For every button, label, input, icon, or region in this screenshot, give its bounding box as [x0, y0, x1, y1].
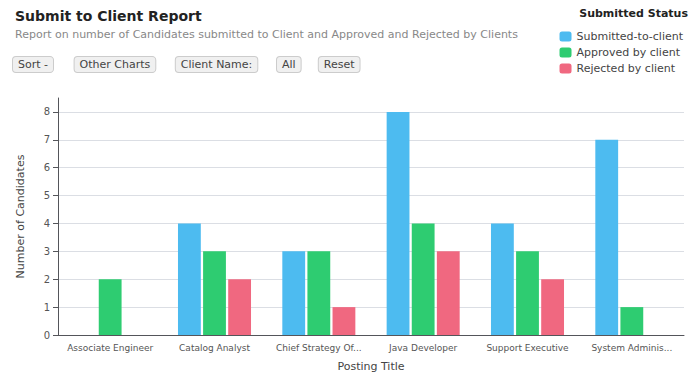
svg-text:1: 1 — [44, 302, 50, 313]
svg-text:Number of Candidates: Number of Candidates — [14, 154, 27, 278]
svg-text:Chief Strategy Of...: Chief Strategy Of... — [276, 343, 362, 353]
svg-text:0: 0 — [44, 330, 50, 341]
svg-text:System Adminis...: System Adminis... — [591, 343, 672, 353]
svg-text:Client Name:: Client Name: — [181, 58, 253, 71]
svg-text:Posting Title: Posting Title — [337, 360, 404, 373]
svg-text:Submitted Status: Submitted Status — [579, 7, 688, 20]
svg-text:Sort -: Sort - — [18, 58, 48, 71]
svg-text:Support Executive: Support Executive — [486, 343, 569, 353]
svg-text:Reset: Reset — [324, 58, 355, 71]
svg-text:Associate Engineer: Associate Engineer — [67, 343, 153, 353]
svg-text:6: 6 — [44, 162, 50, 173]
svg-text:Submit to Client Report: Submit to Client Report — [15, 8, 202, 24]
svg-text:All: All — [282, 58, 296, 71]
svg-text:Report on number of Candidates: Report on number of Candidates submitted… — [15, 28, 518, 41]
svg-text:Rejected by client: Rejected by client — [577, 62, 676, 75]
svg-text:Submitted-to-client: Submitted-to-client — [577, 30, 684, 43]
svg-text:Catalog Analyst: Catalog Analyst — [179, 343, 250, 353]
svg-text:2: 2 — [44, 274, 50, 285]
svg-text:Java Developer: Java Developer — [388, 343, 457, 353]
svg-text:Other Charts: Other Charts — [80, 58, 151, 71]
svg-text:7: 7 — [44, 134, 50, 145]
svg-text:5: 5 — [44, 190, 50, 201]
svg-text:4: 4 — [44, 218, 50, 229]
svg-text:Approved by client: Approved by client — [577, 46, 681, 59]
svg-text:8: 8 — [44, 106, 50, 117]
svg-text:3: 3 — [44, 246, 50, 257]
